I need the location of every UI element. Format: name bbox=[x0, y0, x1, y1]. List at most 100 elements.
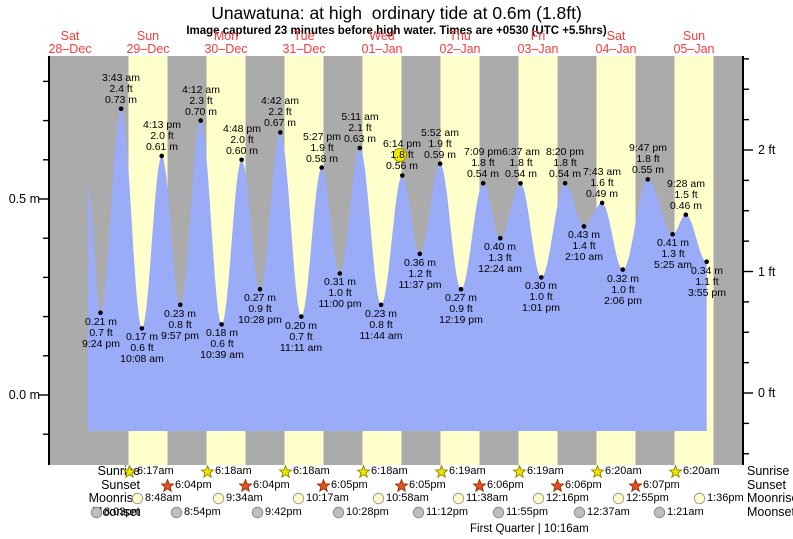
sunset-star-icon bbox=[395, 478, 408, 492]
moonset-moon-icon bbox=[251, 506, 264, 518]
right-axis-tick bbox=[744, 453, 749, 455]
moonrise-moon-icon bbox=[693, 492, 706, 505]
moonrise-moon-icon bbox=[532, 492, 545, 505]
left-axis bbox=[48, 56, 50, 465]
left-axis-tick bbox=[43, 119, 48, 122]
sunset-time: 6:07pm bbox=[643, 478, 680, 491]
date-header: Sat 28–Dec bbox=[48, 29, 92, 56]
tide-annotation-high: 8:20 pm 1.8 ft 0.54 m bbox=[546, 146, 584, 180]
sunrise-entry: 6:18am bbox=[279, 465, 330, 478]
moonrise-time: 12:55pm bbox=[626, 492, 669, 504]
moonset-moon-icon bbox=[332, 506, 345, 518]
moonrise-entry: 12:16pm bbox=[532, 492, 589, 505]
sunrise-star-icon bbox=[591, 465, 604, 478]
moonrise-moon-icon bbox=[372, 492, 385, 505]
moonset-moon-icon bbox=[90, 506, 103, 518]
date-header: Mon 30–Dec bbox=[204, 29, 248, 56]
moonset-entry: 11:12pm bbox=[412, 506, 468, 519]
sunrise-star-icon bbox=[513, 465, 526, 478]
sunrise-time: 6:19am bbox=[449, 465, 486, 477]
row-label-sunset-right: Sunset bbox=[747, 477, 786, 492]
left-axis-tick bbox=[43, 433, 48, 435]
tide-annotation-low: 0.23 m 0.8 ft 9:57 pm bbox=[161, 308, 199, 342]
right-axis-tick bbox=[744, 210, 749, 212]
moonset-moon-icon bbox=[492, 506, 505, 518]
moonrise-entry: 11:38am bbox=[452, 492, 508, 505]
right-axis-tick bbox=[744, 118, 749, 121]
moonset-moon-icon bbox=[412, 506, 425, 518]
moonrise-moon-icon bbox=[612, 492, 625, 505]
sunrise-star-icon bbox=[279, 465, 292, 478]
moonset-entry: 8:54pm bbox=[170, 506, 221, 519]
sunrise-entry: 6:20am bbox=[591, 465, 642, 478]
moonrise-time: 8:48am bbox=[145, 492, 182, 504]
left-axis-tick bbox=[43, 355, 48, 357]
right-axis-tick bbox=[744, 301, 749, 303]
moonrise-moon-icon bbox=[212, 492, 225, 505]
tide-extremum-dot bbox=[417, 251, 423, 257]
sunrise-time: 6:18am bbox=[371, 465, 408, 477]
sunset-entry: 6:04pm bbox=[239, 478, 290, 492]
moonset-entry: 9:42pm bbox=[251, 506, 302, 519]
left-axis-tick bbox=[43, 237, 48, 239]
moonrise-entry: 8:48am bbox=[131, 492, 182, 505]
tide-extremum-dot bbox=[480, 181, 486, 186]
sunset-entry: 6:06pm bbox=[473, 478, 524, 492]
sunrise-star-icon bbox=[513, 465, 526, 478]
moonset-moon-icon bbox=[170, 506, 183, 518]
moonrise-moon-icon bbox=[612, 492, 625, 505]
tide-extremum-dot bbox=[498, 235, 503, 241]
sunset-entry: 6:05pm bbox=[317, 478, 368, 492]
moonrise-moon-icon bbox=[292, 492, 305, 505]
sunset-entry: 6:04pm bbox=[161, 478, 212, 492]
moonset-entry: 11:55pm bbox=[492, 506, 548, 519]
sunset-entry: 6:05pm bbox=[395, 478, 446, 492]
sunrise-time: 6:20am bbox=[605, 465, 642, 477]
tide-extremum-dot bbox=[437, 161, 443, 166]
tide-extremum-dot bbox=[581, 224, 587, 229]
sunrise-star-icon bbox=[201, 465, 214, 478]
right-axis-tick bbox=[744, 361, 749, 364]
sunset-time: 6:04pm bbox=[253, 478, 290, 491]
right-axis-tick bbox=[744, 58, 749, 60]
date-header: Thu 02–Jan bbox=[439, 29, 481, 56]
tide-extremum-dot bbox=[518, 181, 523, 186]
sunset-time: 6:05pm bbox=[409, 478, 446, 491]
chart-subtitle: Image captured 23 minutes before high wa… bbox=[186, 25, 607, 37]
moonset-moon-icon bbox=[332, 506, 345, 518]
row-label-moonrise-right: Moonrise bbox=[747, 491, 793, 505]
moonrise-entry: 10:58am bbox=[372, 492, 429, 505]
moonrise-entry: 10:17am bbox=[292, 492, 349, 505]
moon-phase-note: First Quarter | 10:16am bbox=[470, 523, 589, 535]
sunset-time: 6:05pm bbox=[331, 478, 368, 491]
right-axis-tick bbox=[744, 149, 753, 151]
tide-extremum-dot bbox=[118, 106, 124, 112]
moonrise-time: 12:16pm bbox=[546, 492, 589, 504]
moonset-moon-icon bbox=[492, 506, 505, 518]
sunrise-entry: 6:18am bbox=[201, 465, 252, 478]
moonrise-time: 1:36pm bbox=[707, 492, 744, 504]
moonset-moon-icon bbox=[653, 506, 666, 518]
sunset-star-icon bbox=[161, 478, 174, 492]
moonset-time: 1:21am bbox=[667, 505, 704, 518]
tide-annotation-high: 7:09 pm 1.8 ft 0.54 m bbox=[464, 146, 502, 180]
tide-extremum-dot bbox=[159, 153, 164, 159]
right-axis-tick bbox=[744, 270, 753, 273]
sunrise-entry: 6:19am bbox=[513, 465, 564, 478]
sunset-star-icon bbox=[395, 478, 408, 492]
moonset-entry: 10:28pm bbox=[332, 506, 389, 519]
right-axis-label: 0 ft bbox=[758, 386, 776, 400]
tide-annotation-high: 6:37 am 1.8 ft 0.54 m bbox=[502, 146, 540, 180]
sunset-star-icon bbox=[551, 478, 564, 492]
sunset-star-icon bbox=[629, 478, 642, 492]
moonset-time: 10:28pm bbox=[346, 505, 389, 518]
sunrise-star-icon bbox=[435, 465, 448, 478]
sunset-star-icon bbox=[473, 478, 486, 492]
tide-extremum-dot bbox=[337, 271, 343, 276]
tide-annotation-low: 0.43 m 1.4 ft 2:10 am bbox=[565, 229, 603, 263]
moonset-moon-icon bbox=[90, 506, 103, 518]
tide-area-curve bbox=[88, 108, 707, 432]
right-axis-tick bbox=[744, 331, 749, 333]
moonrise-time: 11:38am bbox=[466, 492, 508, 504]
